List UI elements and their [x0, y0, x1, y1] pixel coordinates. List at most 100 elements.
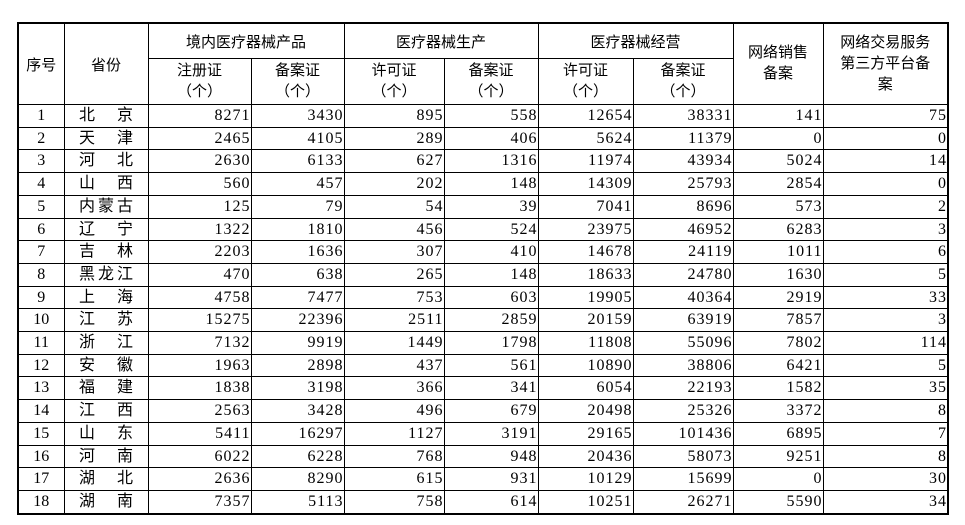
province-name: 安徽 [79, 356, 133, 374]
province-name: 江苏 [79, 311, 133, 329]
cell-operation-license-count: 20498 [537, 399, 634, 423]
cell-seq: 6 [17, 217, 65, 242]
cell-domestic-register-count: 7132 [147, 331, 252, 355]
table-row: 17 湖北 2636 8290 615 931 10129 15699 0 30 [17, 467, 949, 491]
cell-domestic-register-count: 125 [147, 194, 252, 219]
cell-operation-record-count: 38806 [632, 353, 734, 378]
cell-domestic-register-count: 5411 [147, 421, 252, 446]
cell-production-record-count: 561 [443, 353, 539, 378]
province-name: 黑龙江 [79, 265, 133, 283]
subheader-operation-license: 许可证 （个） [537, 58, 634, 105]
cell-network-sales-count: 573 [732, 194, 824, 219]
cell-operation-license-count: 11808 [537, 331, 634, 355]
cell-network-sales-count: 141 [732, 104, 824, 128]
cell-seq: 15 [17, 421, 65, 446]
cell-production-license-count: 456 [343, 217, 445, 242]
cell-production-license-count: 289 [343, 126, 445, 151]
cell-network-sales-count: 6421 [732, 353, 824, 378]
cell-operation-record-count: 55096 [632, 331, 734, 355]
cell-platform-record-count: 30 [822, 467, 949, 491]
table-row: 15 山东 5411 16297 1127 3191 29165 101436 6895 7 [17, 421, 949, 446]
cell-production-license-count: 265 [343, 262, 445, 287]
cell-operation-record-count: 25326 [632, 399, 734, 423]
cell-network-sales-count: 2919 [732, 285, 824, 310]
cell-production-record-count: 148 [443, 262, 539, 287]
cell-platform-record-count: 34 [822, 489, 949, 515]
cell-domestic-record-count: 5113 [250, 489, 345, 515]
cell-platform-record-count: 114 [822, 331, 949, 355]
cell-operation-license-count: 20436 [537, 444, 634, 469]
cell-platform-record-count: 8 [822, 399, 949, 423]
cell-seq: 5 [17, 194, 65, 219]
cell-domestic-register-count: 2636 [147, 467, 252, 491]
cell-domestic-register-count: 1963 [147, 353, 252, 378]
cell-production-record-count: 931 [443, 467, 539, 491]
cell-domestic-register-count: 560 [147, 172, 252, 196]
cell-production-record-count: 3191 [443, 421, 539, 446]
cell-seq: 8 [17, 262, 65, 287]
province-name: 湖南 [79, 492, 133, 510]
cell-operation-record-count: 46952 [632, 217, 734, 242]
table-row: 14 江西 2563 3428 496 679 20498 25326 3372 8 [17, 399, 949, 423]
province-name: 湖北 [79, 470, 133, 488]
cell-network-sales-count: 0 [732, 126, 824, 151]
table-row: 6 辽宁 1322 1810 456 524 23975 46952 6283 3 [17, 217, 949, 242]
cell-province: 山东 [63, 421, 149, 446]
cell-domestic-register-count: 2203 [147, 240, 252, 264]
cell-domestic-record-count: 4105 [250, 126, 345, 151]
header-province: 省份 [63, 22, 149, 105]
province-name: 山西 [79, 175, 133, 193]
cell-production-license-count: 753 [343, 285, 445, 310]
cell-operation-record-count: 25793 [632, 172, 734, 196]
cell-network-sales-count: 6283 [732, 217, 824, 242]
cell-operation-license-count: 10129 [537, 467, 634, 491]
cell-operation-license-count: 5624 [537, 126, 634, 151]
cell-operation-license-count: 7041 [537, 194, 634, 219]
cell-domestic-register-count: 2630 [147, 149, 252, 174]
cell-domestic-record-count: 79 [250, 194, 345, 219]
cell-production-record-count: 524 [443, 217, 539, 242]
cell-production-record-count: 39 [443, 194, 539, 219]
cell-network-sales-count: 6895 [732, 421, 824, 446]
cell-network-sales-count: 9251 [732, 444, 824, 469]
cell-network-sales-count: 1630 [732, 262, 824, 287]
cell-platform-record-count: 6 [822, 240, 949, 264]
subheader-domestic-register: 注册证 （个） [147, 58, 252, 105]
header-seq: 序号 [17, 22, 65, 105]
cell-domestic-record-count: 22396 [250, 308, 345, 333]
cell-production-record-count: 614 [443, 489, 539, 515]
header-platform-label: 网络交易服务第三方平台备案 [840, 34, 931, 93]
cell-domestic-record-count: 7477 [250, 285, 345, 310]
cell-domestic-record-count: 2898 [250, 353, 345, 378]
medical-device-statistics-table: 序号 省份 境内医疗器械产品 医疗器械生产 医疗器械经营 网络销售备案 网络交易… [17, 22, 950, 515]
cell-production-record-count: 948 [443, 444, 539, 469]
cell-platform-record-count: 8 [822, 444, 949, 469]
cell-domestic-record-count: 9919 [250, 331, 345, 355]
cell-domestic-record-count: 3198 [250, 376, 345, 401]
cell-domestic-record-count: 457 [250, 172, 345, 196]
cell-network-sales-count: 1011 [732, 240, 824, 264]
province-name: 天津 [79, 129, 133, 147]
cell-operation-record-count: 40364 [632, 285, 734, 310]
cell-seq: 17 [17, 467, 65, 491]
cell-platform-record-count: 75 [822, 104, 949, 128]
cell-production-license-count: 1449 [343, 331, 445, 355]
cell-operation-record-count: 8696 [632, 194, 734, 219]
cell-seq: 16 [17, 444, 65, 469]
cell-production-license-count: 1127 [343, 421, 445, 446]
cell-domestic-register-count: 1838 [147, 376, 252, 401]
cell-platform-record-count: 7 [822, 421, 949, 446]
cell-province: 湖南 [63, 489, 149, 515]
cell-operation-record-count: 22193 [632, 376, 734, 401]
cell-province: 江苏 [63, 308, 149, 333]
header-group-domestic-products: 境内医疗器械产品 [147, 22, 345, 59]
cell-operation-license-count: 20159 [537, 308, 634, 333]
header-group-operation: 医疗器械经营 [537, 22, 734, 59]
cell-operation-license-count: 6054 [537, 376, 634, 401]
table-body: 1 北京 8271 3430 895 558 12654 38331 141 75 2 天津 2465 4… [17, 104, 949, 515]
cell-production-license-count: 437 [343, 353, 445, 378]
cell-seq: 18 [17, 489, 65, 515]
cell-province: 浙江 [63, 331, 149, 355]
cell-province: 山西 [63, 172, 149, 196]
